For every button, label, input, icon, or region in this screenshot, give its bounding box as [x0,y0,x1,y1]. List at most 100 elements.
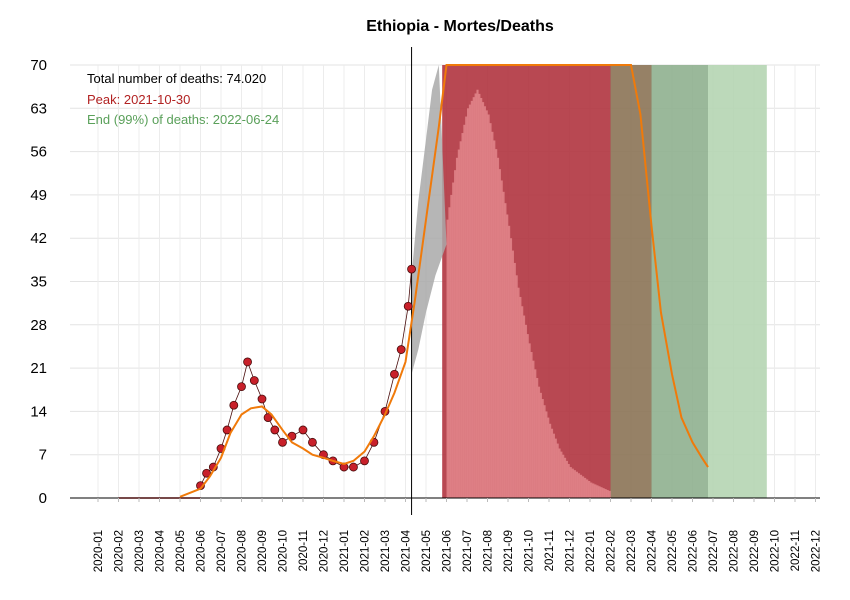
projection-bar [594,484,597,498]
annotation-end: End (99%) of deaths: 2022-06-24 [87,112,279,127]
projection-bar [468,104,472,499]
x-tick-label: 2021-12 [565,530,577,572]
projection-bar [539,392,542,498]
observed-point [403,301,413,311]
projection-bar [463,124,466,499]
x-tick-label: 2021-04 [401,529,413,572]
projection-bar [480,97,483,498]
x-tick-label: 2020-04 [155,529,167,572]
observed-point [278,437,287,447]
projection-bar [498,169,501,498]
x-tick-label: 2022-05 [667,530,679,572]
projection-bar [493,140,496,499]
projection-bar [448,207,451,498]
observed-point [390,369,399,379]
projection-bar [543,405,546,498]
projection-bar [567,463,570,498]
projection-bar [500,180,503,498]
projection-bar [513,262,516,498]
projection-bar [491,131,494,498]
projection-bar [583,477,587,498]
y-tick-label: 42 [30,230,47,247]
projection-bar [483,106,486,498]
projection-bar [476,89,479,498]
projection-bar [579,474,583,498]
x-tick-label: 2020-05 [175,530,187,572]
projection-bar [592,483,595,498]
projection-bar [457,149,460,499]
x-tick-label: 2020-01 [93,530,105,572]
x-tick-label: 2021-07 [462,530,474,572]
projection-bar [524,324,527,498]
projection-bar [454,170,457,498]
projection-bar [496,157,500,499]
projection-bar [590,482,593,498]
projection-bar [474,93,477,498]
projection-bar [536,377,539,498]
projection-bar [562,454,565,498]
projection-bar [459,141,462,499]
projection-bar [489,123,492,498]
x-tick-label: 2021-01 [339,530,351,572]
projection-bar [552,433,555,498]
projection-bar [502,191,505,499]
projection-bar [472,97,475,498]
projection-bar [598,486,601,498]
y-tick-label: 35 [30,274,47,291]
x-tick-label: 2020-12 [319,530,331,572]
projection-bar [519,296,522,498]
projection-bar [465,116,468,499]
x-tick-label: 2022-11 [790,530,802,571]
x-tick-label: 2021-06 [442,530,454,572]
y-tick-label: 0 [39,490,47,507]
observed-point [243,357,252,367]
x-tick-label: 2022-04 [647,529,659,572]
projection-bar [528,343,531,498]
observed-line [200,269,412,486]
projection-bar [565,460,568,498]
projection-bar [450,194,453,498]
projection-bar [481,102,485,498]
x-tick-label: 2022-03 [626,530,638,572]
x-tick-label: 2020-07 [216,530,228,572]
projection-bar [558,448,561,498]
projection-bar [455,157,459,499]
x-tick-label: 2021-05 [421,530,433,572]
shaded-region-2 [651,65,709,498]
observed-point [263,413,273,422]
projection-bar [526,334,529,498]
projection-bar [495,149,498,498]
projection-bar [508,225,511,499]
y-axis-ticks: 0 7 14 21 28 35 42 49 56 63 70 [30,57,47,507]
x-tick-label: 2020-08 [237,530,249,572]
annotation-total: Total number of deaths: 74.020 [87,71,266,86]
projection-bar [604,489,607,498]
projection-bar [506,214,509,498]
observed-point [222,425,232,435]
x-tick-label: 2020-10 [278,530,290,572]
observed-point [308,437,317,447]
x-tick-label: 2021-08 [483,530,495,572]
x-tick-label: 2021-03 [380,530,392,572]
projection-bar [511,250,514,498]
x-tick-label: 2021-02 [360,530,372,572]
projection-bar [452,182,455,498]
y-tick-label: 14 [30,403,47,420]
x-tick-label: 2020-11 [298,530,310,571]
projection-bar [550,428,554,498]
projection-bar [537,386,541,498]
y-tick-label: 21 [30,360,47,377]
projection-bars [446,89,611,499]
observed-point [349,462,358,472]
projection-bar [575,471,578,498]
projection-bar [487,114,490,498]
projection-bar [606,489,609,498]
annotation-peak: Peak: 2021-10-30 [87,92,190,107]
chart-title: Ethiopia - Mortes/Deaths [366,18,554,35]
x-tick-label: 2021-10 [524,530,536,572]
projection-bar [602,488,605,498]
projection-bar [534,369,537,498]
projection-bar [467,108,470,499]
observed-point [202,468,211,478]
projection-bar [569,467,572,498]
